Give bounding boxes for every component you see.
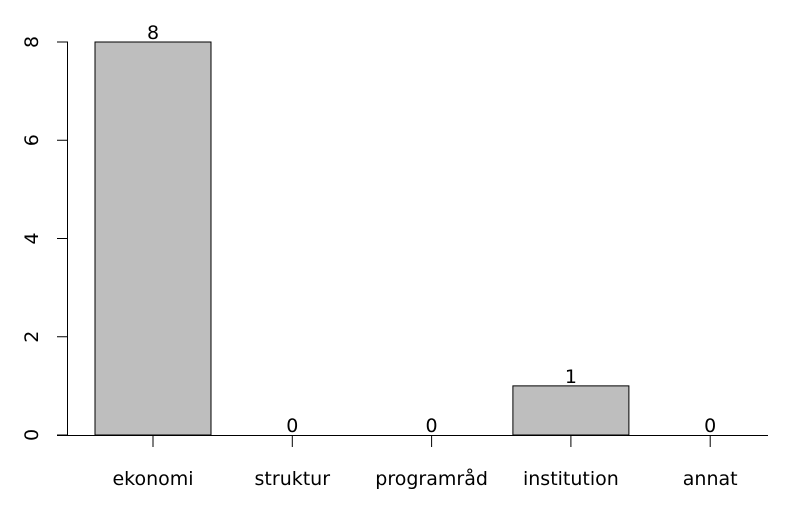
- x-tick-label: annat: [683, 468, 738, 490]
- y-tick-label: 2: [21, 331, 43, 343]
- data-label: 0: [426, 415, 438, 437]
- data-label: 8: [147, 22, 159, 44]
- y-tick-label: 0: [21, 429, 43, 441]
- bar: [512, 385, 630, 436]
- bar: [94, 41, 212, 436]
- x-tick-label: struktur: [255, 468, 331, 490]
- y-tick-label: 8: [21, 36, 43, 48]
- x-tick-label: programråd: [375, 467, 488, 490]
- data-label: 0: [704, 415, 716, 437]
- data-label: 0: [286, 415, 298, 437]
- x-tick-label: institution: [523, 468, 619, 490]
- y-tick-label: 4: [21, 232, 43, 244]
- data-label: 1: [565, 366, 577, 388]
- y-tick-label: 6: [21, 134, 43, 146]
- x-tick-label: ekonomi: [112, 468, 193, 490]
